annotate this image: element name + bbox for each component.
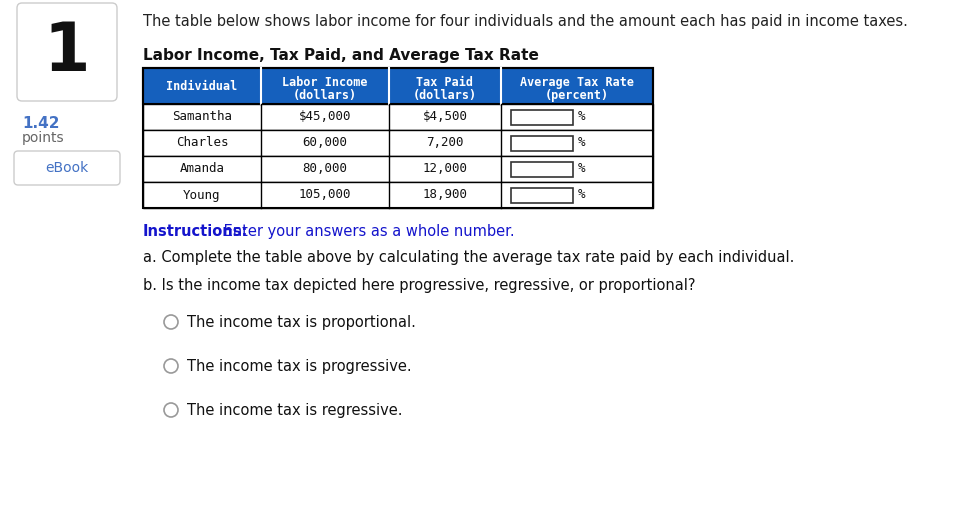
Text: The table below shows labor income for four individuals and the amount each has : The table below shows labor income for f… bbox=[143, 14, 908, 29]
Bar bbox=[143, 130, 653, 156]
Text: 1.42: 1.42 bbox=[22, 116, 60, 131]
Text: Amanda: Amanda bbox=[180, 162, 225, 175]
Circle shape bbox=[164, 403, 178, 417]
Bar bbox=[143, 156, 653, 182]
Text: $45,000: $45,000 bbox=[299, 110, 351, 123]
Circle shape bbox=[164, 359, 178, 373]
Text: Charles: Charles bbox=[176, 136, 228, 150]
Text: %: % bbox=[578, 110, 586, 123]
Text: 80,000: 80,000 bbox=[302, 162, 348, 175]
Circle shape bbox=[164, 315, 178, 329]
FancyBboxPatch shape bbox=[14, 151, 120, 185]
Text: 12,000: 12,000 bbox=[422, 162, 468, 175]
Text: (dollars): (dollars) bbox=[413, 89, 477, 102]
Text: Samantha: Samantha bbox=[172, 110, 232, 123]
Bar bbox=[143, 130, 653, 156]
Bar bbox=[143, 182, 653, 208]
Bar bbox=[143, 104, 653, 130]
Bar bbox=[143, 182, 653, 208]
Text: (percent): (percent) bbox=[545, 89, 609, 102]
Text: $4,500: $4,500 bbox=[422, 110, 468, 123]
Text: b. Is the income tax depicted here progressive, regressive, or proportional?: b. Is the income tax depicted here progr… bbox=[143, 278, 695, 293]
Text: The income tax is proportional.: The income tax is proportional. bbox=[187, 315, 416, 330]
Text: eBook: eBook bbox=[45, 161, 88, 175]
Text: Labor Income: Labor Income bbox=[282, 76, 368, 89]
Bar bbox=[511, 162, 573, 176]
Text: %: % bbox=[578, 188, 586, 201]
Bar bbox=[143, 68, 653, 208]
Text: %: % bbox=[578, 136, 586, 150]
Text: 7,200: 7,200 bbox=[426, 136, 464, 150]
Text: Young: Young bbox=[183, 188, 221, 201]
FancyBboxPatch shape bbox=[17, 3, 117, 101]
Text: Individual: Individual bbox=[166, 80, 238, 93]
Text: Labor Income, Tax Paid, and Average Tax Rate: Labor Income, Tax Paid, and Average Tax … bbox=[143, 48, 539, 63]
Text: %: % bbox=[578, 162, 586, 175]
Text: 18,900: 18,900 bbox=[422, 188, 468, 201]
Bar bbox=[143, 104, 653, 130]
Text: Average Tax Rate: Average Tax Rate bbox=[520, 76, 634, 89]
Bar bbox=[143, 156, 653, 182]
Text: The income tax is regressive.: The income tax is regressive. bbox=[187, 402, 402, 418]
Text: The income tax is progressive.: The income tax is progressive. bbox=[187, 358, 412, 373]
Text: points: points bbox=[22, 131, 64, 145]
Bar bbox=[143, 68, 653, 104]
Text: Instructions:: Instructions: bbox=[143, 224, 249, 239]
Text: Tax Paid: Tax Paid bbox=[417, 76, 473, 89]
Text: 1: 1 bbox=[44, 19, 90, 85]
Text: a. Complete the table above by calculating the average tax rate paid by each ind: a. Complete the table above by calculati… bbox=[143, 250, 794, 265]
Text: Enter your answers as a whole number.: Enter your answers as a whole number. bbox=[219, 224, 515, 239]
Text: (dollars): (dollars) bbox=[293, 89, 357, 102]
Bar bbox=[511, 110, 573, 124]
Bar bbox=[511, 136, 573, 150]
Bar bbox=[511, 188, 573, 202]
Text: 105,000: 105,000 bbox=[299, 188, 351, 201]
Bar bbox=[143, 68, 653, 104]
Text: 60,000: 60,000 bbox=[302, 136, 348, 150]
